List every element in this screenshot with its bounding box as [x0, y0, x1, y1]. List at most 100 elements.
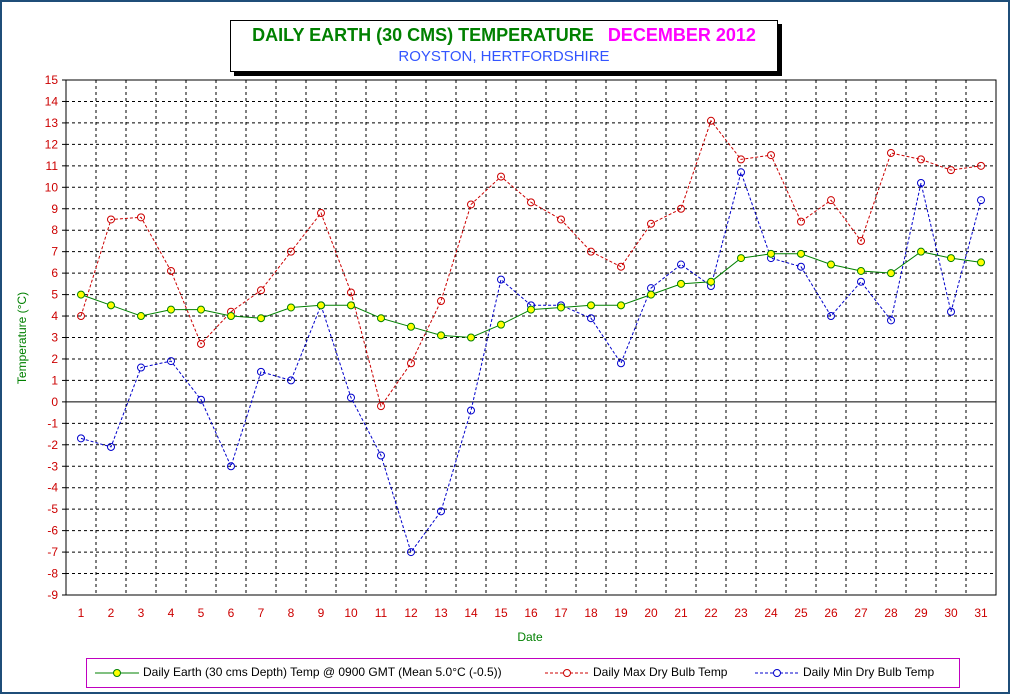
data-point-2: [167, 357, 175, 366]
data-point-0: [947, 254, 955, 263]
x-tick-label: 31: [974, 606, 988, 620]
x-tick-label: 14: [464, 606, 478, 620]
data-point-0: [827, 260, 835, 269]
data-point-1: [587, 247, 595, 256]
y-tick-label: 10: [45, 180, 59, 194]
data-point-0: [467, 333, 475, 342]
data-point-0: [617, 301, 625, 310]
data-point-0: [437, 331, 445, 340]
data-point-2: [617, 359, 625, 368]
data-point-1: [827, 196, 835, 205]
data-point-0: [647, 290, 655, 299]
x-tick-label: 27: [854, 606, 868, 620]
y-tick-label: 11: [46, 159, 59, 173]
y-tick-label: 6: [51, 266, 58, 280]
x-tick-label: 28: [884, 606, 898, 620]
x-tick-label: 9: [318, 606, 325, 620]
data-point-0: [887, 269, 895, 278]
data-point-1: [167, 266, 175, 275]
x-tick-label: 19: [614, 606, 628, 620]
chart-title: DAILY EARTH (30 CMS) TEMPERATURE: [252, 25, 594, 45]
legend: Daily Earth (30 cms Depth) Temp @ 0900 G…: [86, 658, 960, 688]
x-tick-label: 5: [198, 606, 205, 620]
data-point-1: [197, 339, 205, 348]
data-point-2: [827, 312, 835, 321]
y-tick-label: -7: [47, 545, 58, 559]
series-line-1: [80, 119, 982, 408]
data-point-2: [137, 363, 145, 372]
chart-subtitle: ROYSTON, HERTFORDSHIRE: [398, 48, 610, 65]
legend-item-max: Daily Max Dry Bulb Temp: [545, 665, 727, 679]
x-tick-label: 11: [375, 606, 388, 620]
y-tick-label: 14: [45, 94, 59, 108]
data-point-2: [857, 277, 865, 286]
y-tick-label: -3: [47, 459, 58, 473]
data-point-1: [767, 151, 775, 160]
y-tick-label: 1: [51, 373, 58, 387]
x-tick-label: 6: [228, 606, 235, 620]
x-tick-label: 30: [944, 606, 958, 620]
data-point-1: [467, 200, 475, 209]
y-tick-label: -6: [47, 524, 58, 538]
data-point-1: [797, 217, 805, 226]
data-point-0: [407, 322, 415, 331]
x-tick-label: 21: [674, 606, 688, 620]
axes: -9-8-7-6-5-4-3-2-10123456789101112131415…: [45, 73, 997, 620]
data-point-0: [857, 266, 865, 275]
x-tick-label: 15: [494, 606, 508, 620]
legend-item-earth: Daily Earth (30 cms Depth) Temp @ 0900 G…: [95, 665, 502, 679]
series-line-2: [80, 170, 982, 554]
data-point-2: [77, 434, 85, 443]
y-tick-label: -5: [47, 502, 58, 516]
x-tick-label: 22: [704, 606, 718, 620]
x-tick-label: 26: [824, 606, 838, 620]
x-tick-label: 3: [138, 606, 145, 620]
legend-swatch-max: [545, 668, 589, 677]
data-point-1: [737, 155, 745, 164]
y-tick-label: 13: [45, 116, 59, 130]
legend-label-min: Daily Min Dry Bulb Temp: [803, 665, 935, 679]
data-point-2: [467, 406, 475, 415]
data-point-1: [407, 359, 415, 368]
y-tick-label: 7: [51, 245, 58, 259]
data-point-1: [77, 312, 85, 321]
data-point-0: [377, 314, 385, 323]
data-point-0: [917, 247, 925, 256]
y-tick-label: 12: [45, 137, 59, 151]
data-point-0: [227, 312, 235, 321]
data-point-0: [137, 312, 145, 321]
data-point-0: [107, 301, 115, 310]
data-point-0: [287, 303, 295, 312]
data-point-2: [407, 548, 415, 557]
data-point-1: [617, 262, 625, 271]
data-point-0: [167, 305, 175, 314]
x-tick-label: 20: [644, 606, 658, 620]
data-point-0: [347, 301, 355, 310]
plot-border: [65, 79, 997, 596]
data-point-0: [767, 249, 775, 258]
data-point-1: [257, 286, 265, 295]
x-tick-label: 4: [168, 606, 175, 620]
data-point-2: [347, 393, 355, 402]
data-point-1: [107, 215, 115, 224]
data-point-1: [287, 247, 295, 256]
data-point-2: [977, 196, 985, 205]
data-point-0: [197, 305, 205, 314]
data-point-0: [527, 305, 535, 314]
data-point-2: [497, 275, 505, 284]
data-point-0: [257, 314, 265, 323]
data-point-1: [317, 209, 325, 218]
data-point-1: [977, 161, 985, 170]
data-point-2: [797, 262, 805, 271]
data-point-2: [197, 395, 205, 404]
x-tick-label: 10: [344, 606, 358, 620]
data-point-0: [77, 290, 85, 299]
x-axis-label: Date: [517, 630, 543, 644]
data-point-1: [527, 198, 535, 207]
data-point-0: [587, 301, 595, 310]
data-point-2: [257, 367, 265, 376]
data-point-1: [377, 402, 385, 411]
series-group: [77, 116, 985, 557]
data-point-1: [437, 297, 445, 306]
y-tick-label: 3: [51, 331, 58, 345]
